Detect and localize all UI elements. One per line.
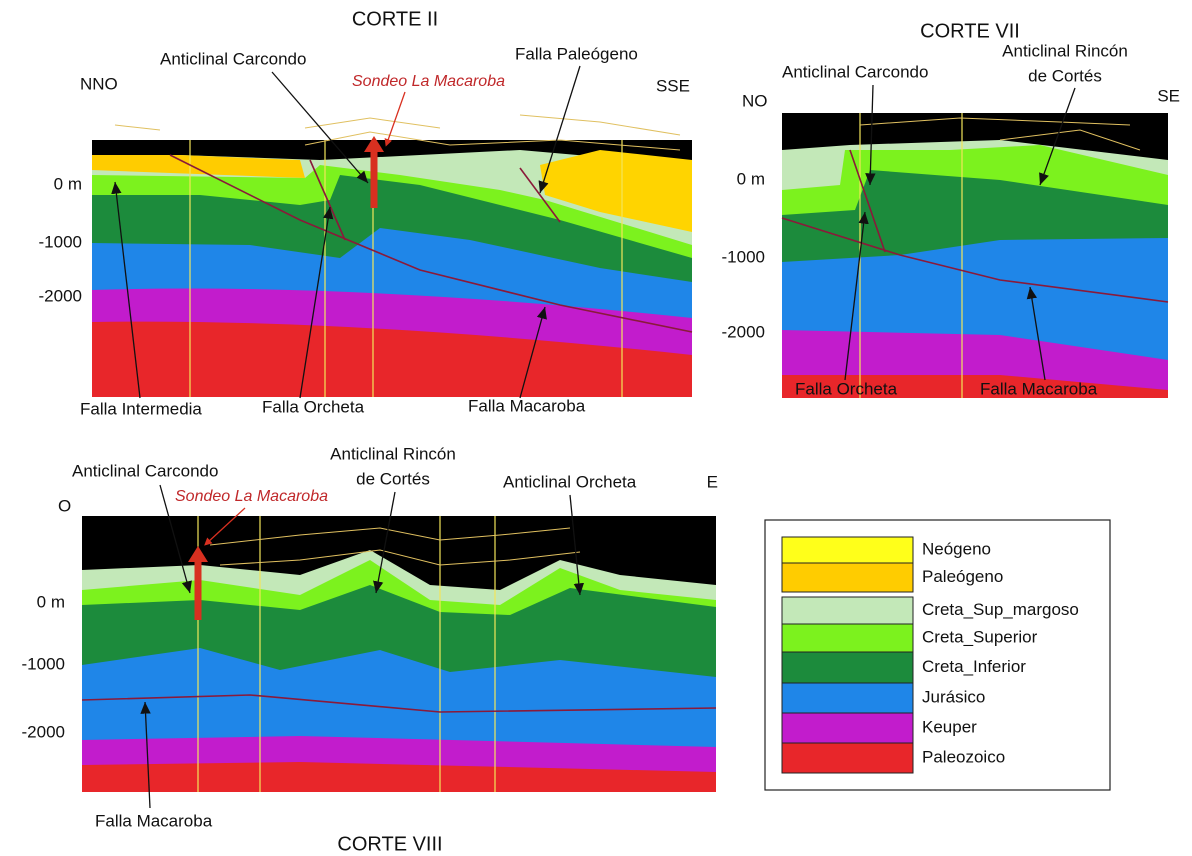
depth-label: -1000 <box>39 232 82 251</box>
legend-swatch <box>782 652 913 683</box>
depth-label: -2000 <box>722 322 765 341</box>
legend-swatch <box>782 683 913 713</box>
legend-label: Creta_Superior <box>922 627 1038 646</box>
depth-label: 0 m <box>54 174 82 193</box>
annotation: Anticlinal Orcheta <box>503 472 637 491</box>
depth-label: -2000 <box>22 722 65 741</box>
depth-label: -1000 <box>22 654 65 673</box>
annotation: Falla Intermedia <box>80 399 202 418</box>
legend-swatch <box>782 597 913 624</box>
section-title: CORTE VII <box>920 20 1020 42</box>
orientation-right: SE <box>1157 86 1180 105</box>
section-ii-panel <box>92 115 692 397</box>
depth-label: -1000 <box>722 247 765 266</box>
legend-label: Keuper <box>922 717 977 736</box>
orientation-left: NO <box>742 91 768 110</box>
annotation: Anticlinal Rincón <box>330 444 456 463</box>
orientation-right: E <box>707 472 718 491</box>
well-label: Sondeo La Macaroba <box>175 488 328 505</box>
annotation: Falla Macaroba <box>980 379 1098 398</box>
orientation-left: O <box>58 496 71 515</box>
annotation: Falla Orcheta <box>262 397 365 416</box>
orientation-right: SSE <box>656 76 690 95</box>
legend-swatch <box>782 713 913 743</box>
annotation: Falla Orcheta <box>795 379 898 398</box>
orientation-left: NNO <box>80 74 118 93</box>
annotation: Falla Macaroba <box>95 811 213 830</box>
legend-label: Neógeno <box>922 539 991 558</box>
annotation: Anticlinal Rincón <box>1002 41 1128 60</box>
annotation: Falla Paleógeno <box>515 44 638 63</box>
figure: CORTE II NNO SSE Sondeo La Macaroba 0 m … <box>0 0 1192 856</box>
legend-swatch <box>782 743 913 773</box>
annotation: Anticlinal Carcondo <box>160 49 306 68</box>
section-vii-panel <box>782 113 1168 398</box>
well-label: Sondeo La Macaroba <box>352 73 505 90</box>
annotation: Anticlinal Carcondo <box>782 62 928 81</box>
legend-swatch <box>782 563 913 592</box>
legend-label: Creta_Inferior <box>922 657 1026 676</box>
depth-label: -2000 <box>39 286 82 305</box>
annotation: Anticlinal Carcondo <box>72 461 218 480</box>
annotation: Falla Macaroba <box>468 396 586 415</box>
depth-label: 0 m <box>737 169 765 188</box>
legend-swatch <box>782 537 913 563</box>
depth-label: 0 m <box>37 592 65 611</box>
legend-label: Paleozoico <box>922 747 1005 766</box>
legend-label: Paleógeno <box>922 567 1003 586</box>
legend-swatch <box>782 624 913 652</box>
annotation: de Cortés <box>1028 66 1102 85</box>
legend: Neógeno Paleógeno Creta_Sup_margoso Creta_S… <box>765 520 1110 790</box>
legend-label: Jurásico <box>922 687 985 706</box>
annotation: de Cortés <box>356 469 430 488</box>
section-title: CORTE VIII <box>337 833 442 855</box>
legend-label: Creta_Sup_margoso <box>922 600 1079 619</box>
section-viii-panel <box>82 516 716 792</box>
section-title: CORTE II <box>352 8 438 30</box>
